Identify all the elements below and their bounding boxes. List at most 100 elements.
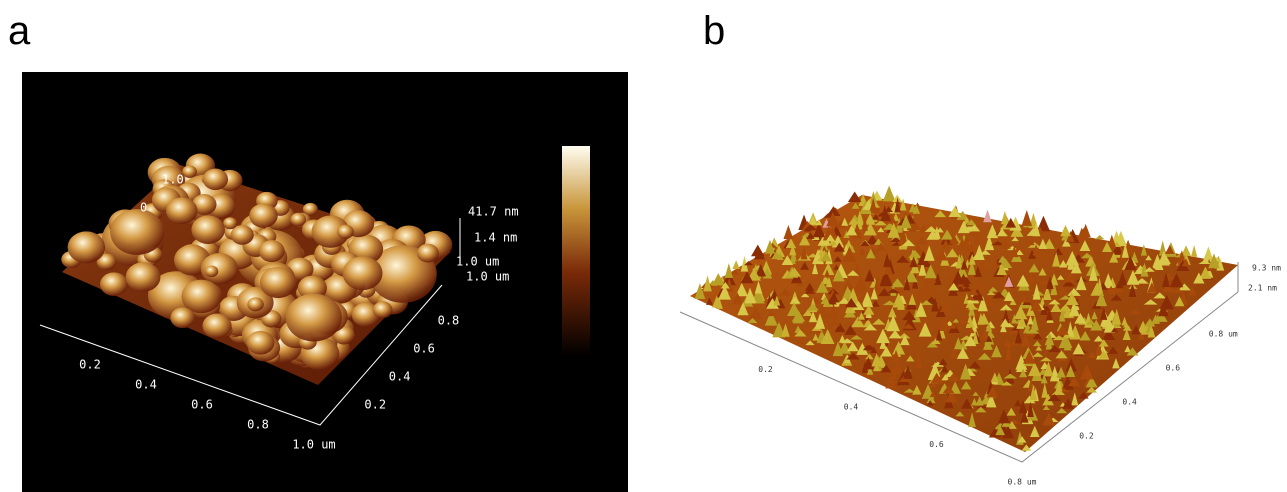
surface-spike (785, 238, 797, 249)
surface-spike (1048, 299, 1061, 305)
surface-spike (998, 409, 1010, 424)
surface-spike (923, 245, 935, 261)
surface-spike (812, 333, 819, 341)
surface-spike (1096, 277, 1103, 294)
surface-spike (1055, 350, 1068, 359)
surface-spike (800, 262, 810, 270)
surface-spike (918, 261, 927, 276)
surface-spike (1147, 282, 1157, 293)
tick-label: 0.2 (758, 365, 773, 374)
surface-spike (1145, 255, 1152, 261)
surface-spike (898, 230, 908, 245)
surface-spike (1068, 302, 1080, 317)
surface-spike (892, 194, 903, 203)
surface-spike (977, 352, 992, 360)
surface-spike (874, 220, 888, 226)
surface-spike (941, 239, 951, 249)
surface-spike (1035, 345, 1043, 351)
surface-spike (853, 287, 867, 293)
surface-spike (1097, 350, 1109, 359)
surface-spike (1021, 209, 1033, 226)
surface-spike (879, 270, 893, 287)
surface-spike (890, 278, 905, 288)
surface-spike (985, 393, 997, 408)
surface-spike (1095, 291, 1108, 307)
tick-label: 0.4 (844, 403, 859, 412)
surface-spike (1070, 261, 1082, 274)
surface-spike (1043, 305, 1051, 312)
surface-spike (833, 242, 845, 252)
surface-spike (1091, 311, 1098, 320)
surface-spike (1075, 275, 1087, 291)
surface-spike (904, 269, 918, 283)
surface-spike (1017, 315, 1027, 328)
surface-spike (975, 280, 985, 290)
tick-label: 1.4 nm (474, 231, 517, 245)
surface-spike (965, 314, 975, 328)
surface-spike (747, 317, 758, 324)
surface-spike (915, 236, 929, 245)
surface-spike (802, 309, 814, 316)
tick-label: 2.1 nm (1248, 284, 1277, 293)
surface-spike (870, 346, 877, 354)
surface-spike (1178, 283, 1191, 291)
surface-spike (949, 347, 958, 358)
surface-spike (1078, 391, 1089, 399)
surface-spike (1121, 316, 1128, 326)
surface-spike (935, 328, 943, 341)
surface-spike (968, 223, 981, 232)
surface-spike (1017, 436, 1027, 443)
surface-spike (1016, 274, 1030, 287)
surface-spike (853, 262, 861, 276)
surface-spike (1032, 283, 1041, 300)
surface-spike (1157, 250, 1170, 266)
surface-spike (1079, 240, 1091, 251)
surface-spike (1147, 325, 1156, 338)
surface-spike (1045, 308, 1053, 321)
surface-spike (948, 206, 962, 217)
surface-spike (1020, 331, 1031, 347)
surface-spike (826, 212, 840, 227)
surface-spike (1111, 230, 1122, 244)
surface-spike (1041, 382, 1049, 398)
surface-spike (982, 338, 993, 350)
surface-spike (878, 288, 891, 297)
surface-spike (964, 334, 977, 347)
surface-spike (864, 340, 875, 346)
surface-spike (1014, 399, 1022, 407)
surface-spike (892, 341, 906, 355)
surface-spike (976, 404, 989, 409)
surface-spike (1005, 217, 1017, 228)
surface-spike (988, 286, 998, 292)
surface-spike (825, 276, 833, 288)
surface-spike (990, 372, 999, 383)
surface-spike (960, 363, 972, 380)
surface-spike (1019, 368, 1028, 378)
surface-spike (795, 281, 805, 287)
colorbar (562, 146, 590, 356)
surface-spike (1000, 318, 1011, 327)
surface-spike (977, 295, 988, 312)
tick-label: 0.4 (135, 378, 157, 392)
surface-spike (909, 256, 918, 268)
surface-spike (1042, 393, 1054, 406)
surface-spike (939, 303, 951, 313)
surface-spike (891, 323, 899, 331)
surface-spike (1126, 270, 1140, 285)
surface-spike (971, 397, 978, 406)
surface-spike (861, 215, 868, 231)
surface-spike (952, 318, 960, 323)
tick-label: 0.6 (413, 342, 435, 356)
surface-bump (67, 231, 106, 264)
surface-spike (1009, 298, 1017, 306)
surface-spike (869, 197, 877, 211)
surface-spike (1107, 234, 1117, 249)
surface-spike (992, 258, 999, 269)
surface-spike (851, 202, 860, 209)
surface-spike (1190, 245, 1198, 257)
surface-spike (1028, 362, 1042, 377)
surface-spike (1028, 263, 1040, 273)
surface-spike (1042, 412, 1056, 426)
surface-bump (202, 313, 232, 339)
surface-spike (892, 213, 900, 221)
